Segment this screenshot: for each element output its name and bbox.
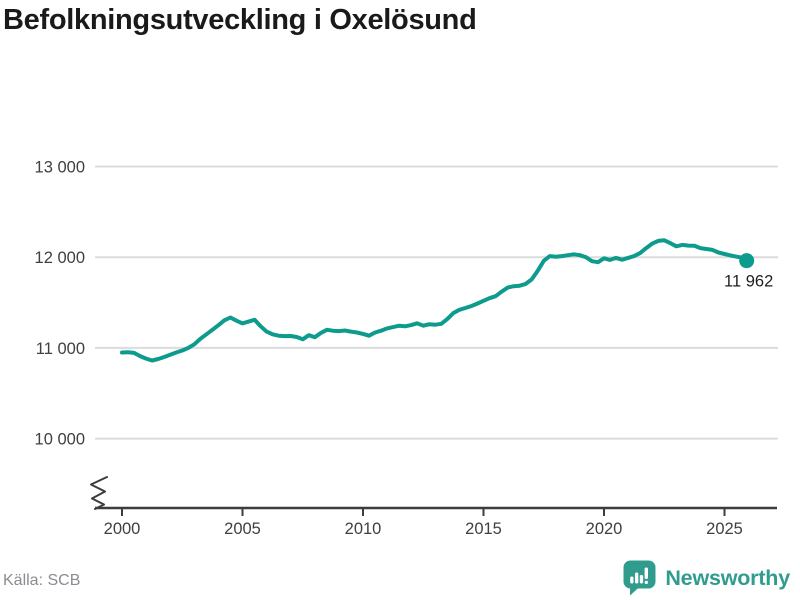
gridlines xyxy=(95,165,778,440)
x-tick-label: 2015 xyxy=(465,520,502,538)
x-tick-label: 2025 xyxy=(706,520,743,538)
last-value-label: 11 962 xyxy=(724,273,773,291)
x-tick-label: 2005 xyxy=(224,520,261,538)
y-tick-label: 10 000 xyxy=(35,431,85,449)
x-tick-label: 2010 xyxy=(345,520,382,538)
y-axis-labels: 10 000 11 000 12 000 13 000 xyxy=(35,158,85,448)
brand-name: Newsworthy xyxy=(665,565,790,590)
axis-break-icon xyxy=(90,476,108,510)
newsworthy-chart-bubble-icon xyxy=(623,560,656,596)
population-series-line xyxy=(120,238,749,363)
chart-title: Befolkningsutveckling i Oxelösund xyxy=(3,4,477,36)
y-tick-label: 12 000 xyxy=(35,249,85,267)
last-value-marker xyxy=(739,253,755,269)
y-tick-label: 11 000 xyxy=(36,340,85,358)
x-axis-ticks xyxy=(121,508,726,516)
y-tick-label: 13 000 xyxy=(35,158,85,176)
x-tick-label: 2020 xyxy=(586,520,623,538)
source-attribution: Källa: SCB xyxy=(3,572,81,589)
x-tick-label: 2000 xyxy=(104,520,141,538)
newsworthy-logo: Newsworthy xyxy=(623,560,790,596)
x-axis-tick-labels: 2000 2005 2010 2015 2020 2025 xyxy=(104,520,743,538)
